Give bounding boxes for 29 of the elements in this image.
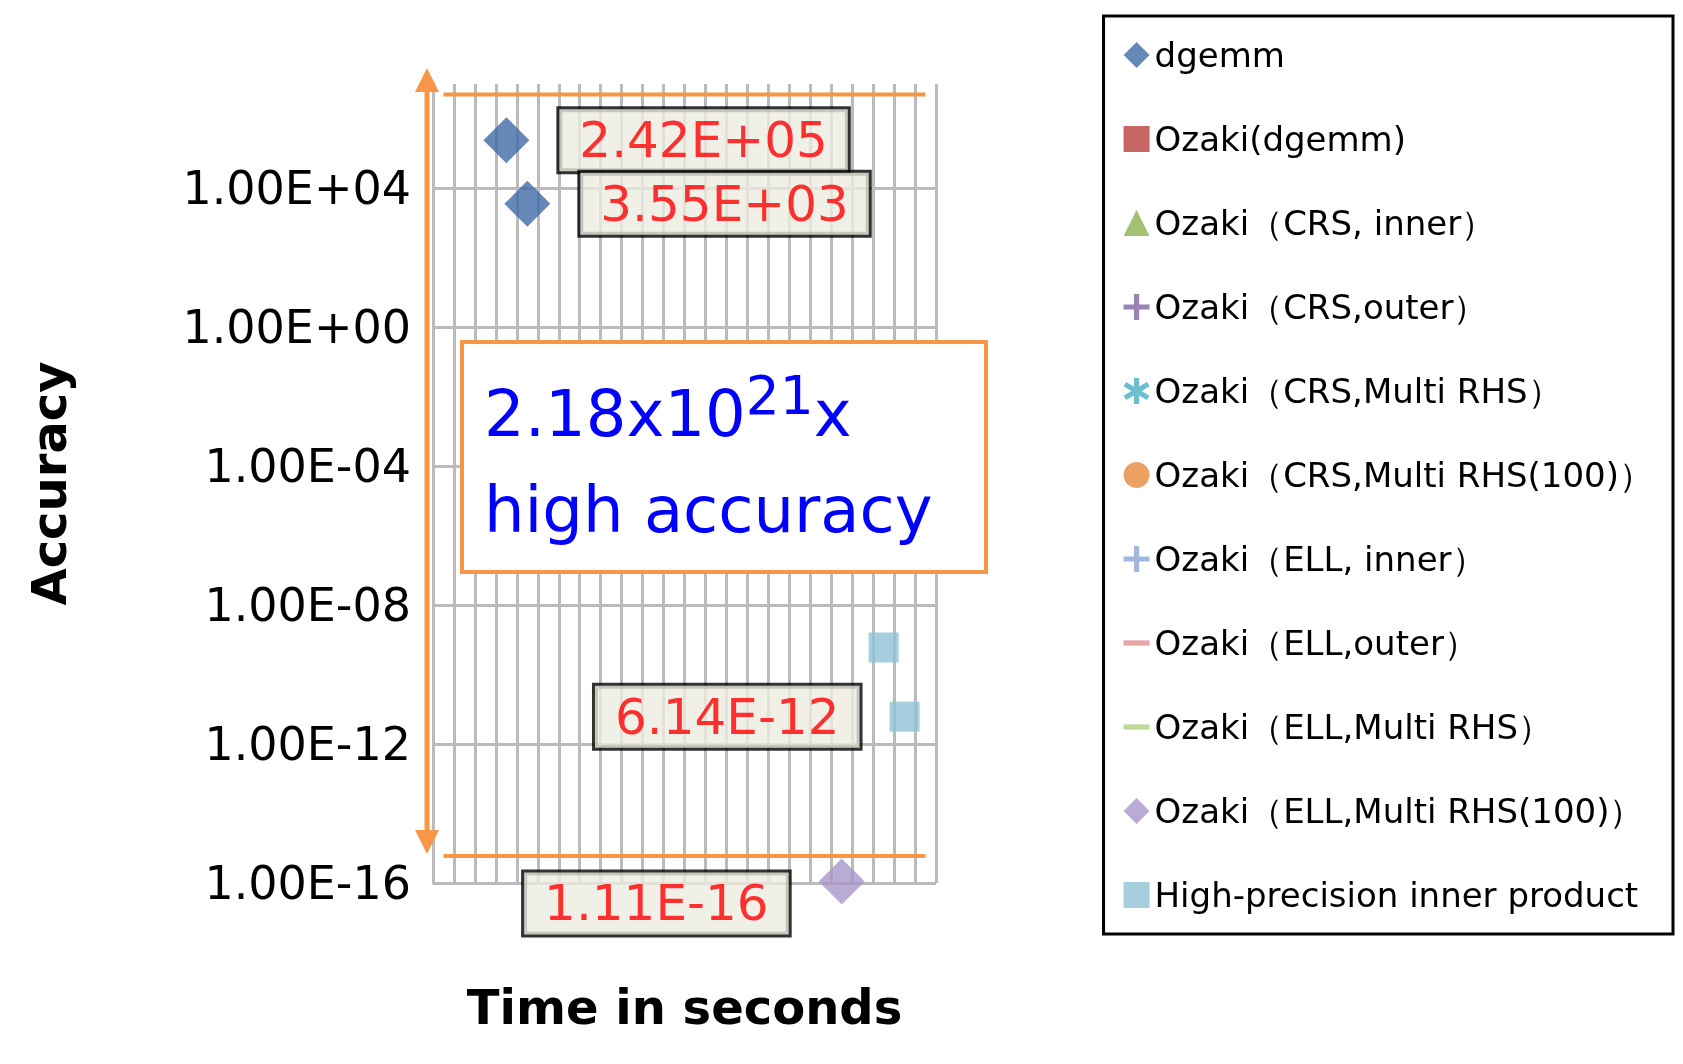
y-tick-label: 1.00E+04 (182, 161, 411, 216)
legend-label: Ozaki（CRS,Multi RHS） (1154, 371, 1562, 411)
y-tick-label: 1.00E-12 (204, 717, 411, 772)
legend-label: Ozaki（ELL,outer） (1154, 623, 1478, 663)
y-tick-label: 1.00E-16 (204, 856, 411, 910)
annotation: 2.18x10$^{21}$x high accuracy (460, 340, 988, 575)
y-tick-label: 1.00E-08 (204, 578, 411, 633)
data-label: 1.11E-16 (544, 874, 769, 933)
point (483, 117, 530, 164)
data-label: 3.55E+03 (600, 174, 849, 233)
point (868, 632, 899, 663)
legend-label: Ozaki（ELL,Multi RHS） (1154, 707, 1553, 747)
legend-label: dgemm (1154, 35, 1285, 75)
legend-label: Ozaki（CRS, inner） (1154, 203, 1496, 243)
y-axis-title: Accuracy (21, 361, 77, 606)
legend-label: Ozaki(dgemm) (1154, 119, 1406, 159)
legend-label: Ozaki（ELL,Multi RHS(100)） (1154, 791, 1644, 831)
legend-label: High-precision inner product (1154, 875, 1639, 915)
data-label: 2.42E+05 (579, 111, 828, 170)
legend-label: Ozaki（ELL, inner） (1154, 539, 1486, 579)
y-tick-label: 1.00E-04 (204, 439, 411, 494)
point (818, 858, 865, 905)
data-label: 6.14E-12 (614, 687, 840, 746)
legend-label: Ozaki（CRS,Multi RHS(100)） (1154, 455, 1654, 495)
point (889, 701, 920, 732)
x-axis-title: Time in seconds (466, 979, 903, 1035)
y-tick-label: 1.00E+00 (182, 300, 411, 355)
point (504, 180, 551, 227)
legend-label: Ozaki（CRS,outer） (1154, 287, 1488, 327)
